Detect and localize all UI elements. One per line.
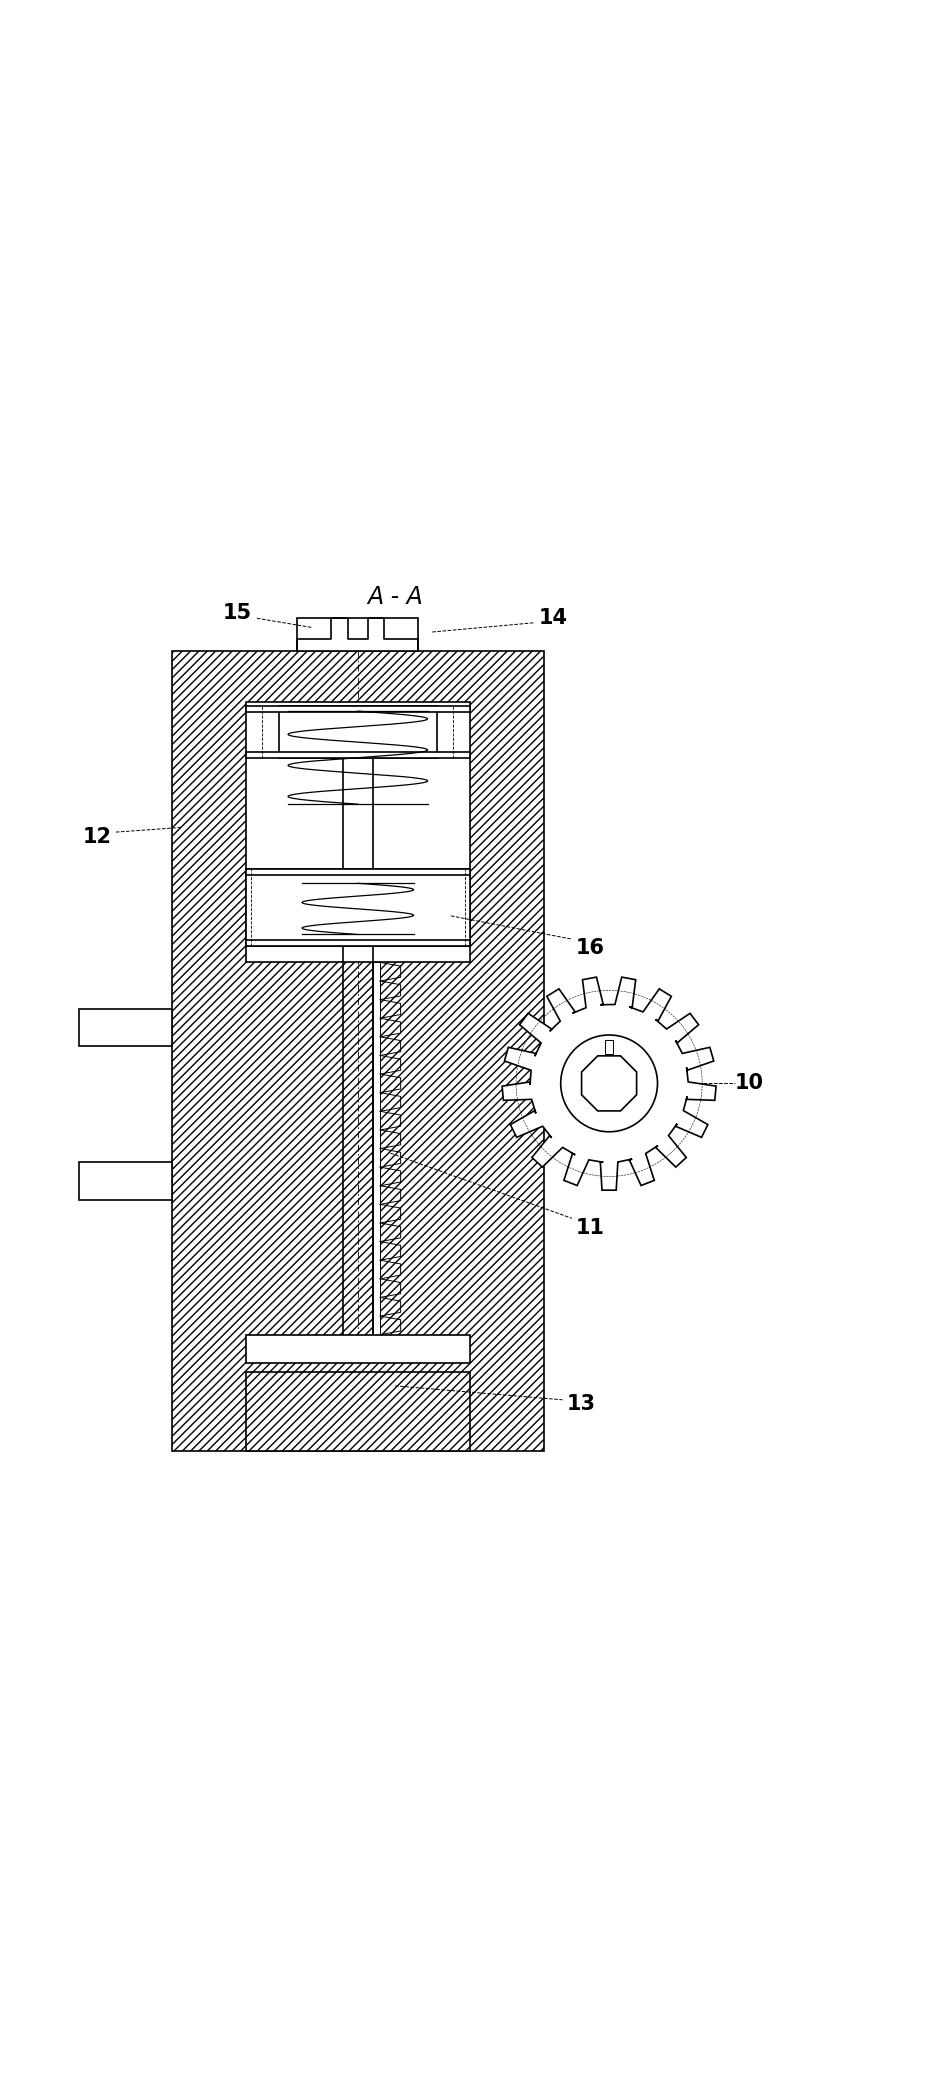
Text: 16: 16 <box>576 939 605 958</box>
Polygon shape <box>79 1008 172 1046</box>
Polygon shape <box>246 1335 470 1362</box>
Polygon shape <box>502 977 716 1189</box>
Polygon shape <box>246 939 470 946</box>
Polygon shape <box>246 752 470 758</box>
Text: 13: 13 <box>566 1394 595 1414</box>
Polygon shape <box>79 1162 172 1200</box>
Polygon shape <box>279 706 437 758</box>
Polygon shape <box>246 869 470 946</box>
Text: 15: 15 <box>223 604 252 623</box>
Polygon shape <box>246 702 470 962</box>
Polygon shape <box>606 1039 613 1054</box>
Polygon shape <box>298 619 418 650</box>
Circle shape <box>561 1035 657 1131</box>
Text: 14: 14 <box>539 608 568 629</box>
Polygon shape <box>246 869 470 875</box>
Text: A - A: A - A <box>367 585 423 608</box>
Polygon shape <box>246 1373 470 1452</box>
Polygon shape <box>373 962 380 1335</box>
Polygon shape <box>581 1056 637 1110</box>
Text: 11: 11 <box>576 1219 605 1237</box>
Text: 10: 10 <box>734 1073 763 1094</box>
Polygon shape <box>172 650 544 1452</box>
Text: 12: 12 <box>83 827 112 848</box>
Polygon shape <box>246 706 470 712</box>
